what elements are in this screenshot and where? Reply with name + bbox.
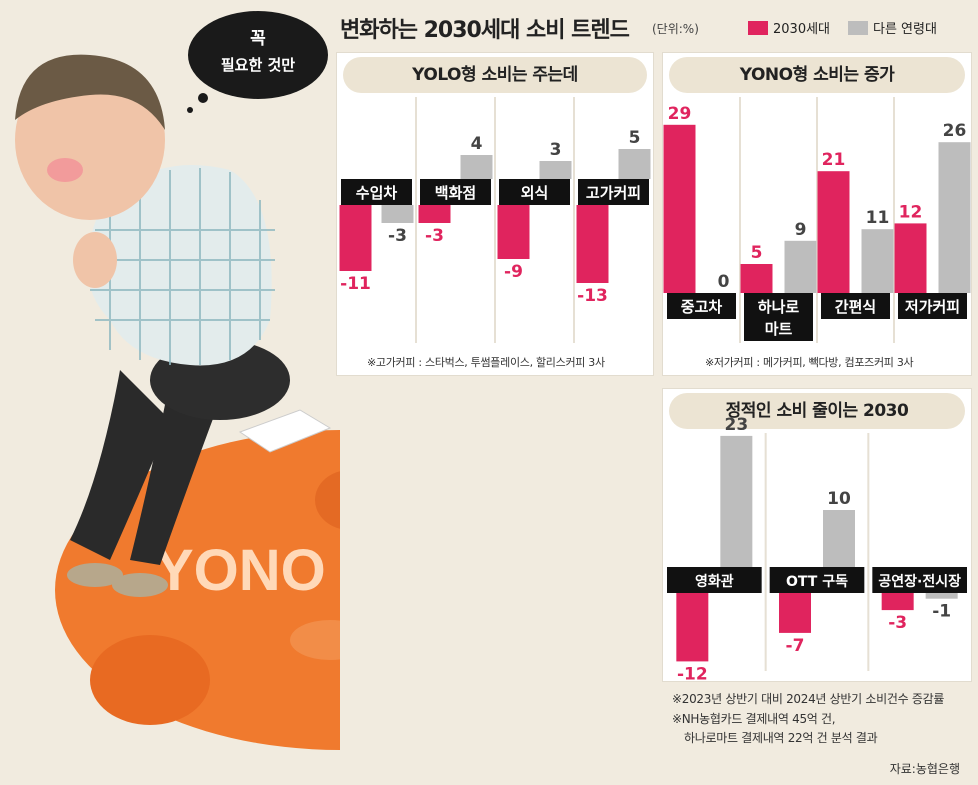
footnote-3: 하나로마트 결제내역 22억 건 분석 결과: [684, 731, 878, 745]
chart-yono: 29 0 중고차 5 9 하나로마트 21 11 간편식 12 26 저가커피: [663, 97, 971, 343]
bar: [497, 205, 530, 259]
bar: [339, 205, 372, 271]
category-label-bg: [499, 179, 570, 205]
bar: [938, 142, 971, 293]
data-label: -9: [504, 262, 523, 282]
category-label: 영화관: [695, 573, 734, 590]
bar: [779, 593, 811, 633]
illustration: YONO 꼭 필요한 것만: [15, 11, 340, 750]
bar: [618, 149, 651, 179]
category-label-bg: [872, 567, 967, 593]
source-label: 자료:농협은행: [889, 762, 960, 776]
category-label-bg: [341, 179, 412, 205]
footnote-yono: ※저가커피 : 메가커피, 빽다방, 컴포즈커피 3사: [705, 356, 914, 369]
category-label: 마트: [765, 320, 793, 338]
legend-swatch-pink: [748, 20, 768, 35]
page-title: 변화하는 2030세대 소비 트렌드: [340, 18, 630, 43]
category-label: 중고차: [681, 298, 723, 316]
data-label: 4: [471, 134, 483, 154]
person-icon: [15, 54, 290, 597]
legend-item-other: 다른 연령대: [848, 18, 937, 37]
data-label: -13: [577, 286, 608, 306]
category-label-bg: [744, 293, 813, 341]
data-label: -3: [388, 226, 407, 246]
data-label: 11: [866, 208, 890, 228]
data-label: 21: [822, 150, 846, 170]
chart-static: -12 23 영화관 -7 10 OTT 구독 -3 -1 공연장·전시장: [667, 415, 967, 681]
category-label: 저가커피: [905, 298, 960, 316]
bar: [894, 223, 927, 293]
piggy-text: YONO: [155, 538, 326, 603]
category-label-bg: [667, 293, 736, 319]
bar: [676, 593, 709, 662]
data-label: 23: [724, 415, 748, 435]
category-label-bg: [821, 293, 890, 319]
category-label: 백화점: [435, 184, 476, 202]
data-label: -12: [677, 664, 708, 681]
notepad-icon: [238, 409, 332, 453]
bar: [539, 161, 572, 179]
data-label: -7: [786, 636, 805, 656]
category-label-bg: [769, 567, 865, 593]
bar: [720, 435, 753, 567]
panel-yolo: YOLO형 소비는 주는데 -11 -3 수입차 -3 4 백화점 -9 3 외식 -13 5 고가커…: [336, 52, 654, 376]
legend-label-other: 다른 연령대: [873, 22, 937, 37]
footnote-yolo: ※고가커피 : 스타벅스, 투썸플레이스, 할리스커피 3사: [367, 356, 605, 369]
category-label: 하나로: [758, 298, 800, 316]
panel-static: 정적인 소비 줄이는 2030 -12 23 영화관 -7 10 OTT 구독 -3 -1 공연…: [662, 388, 972, 682]
data-label: -3: [888, 613, 907, 633]
chart-yolo: -11 -3 수입차 -3 4 백화점 -9 3 외식 -13 5 고가커피: [339, 97, 651, 343]
speech-bubble: [188, 11, 328, 99]
bar: [460, 155, 493, 179]
bar: [576, 205, 609, 283]
bubble-line2: 필요한 것만: [221, 56, 295, 74]
bar: [740, 264, 773, 293]
data-label: 29: [668, 104, 692, 124]
data-label: 3: [550, 140, 562, 160]
bar: [881, 593, 914, 611]
footnote-1: ※2023년 상반기 대비 2024년 상반기 소비건수 증감률: [672, 692, 945, 706]
legend-label-2030: 2030세대: [773, 22, 831, 37]
unit-label: (단위:%): [652, 22, 699, 36]
category-label: 외식: [521, 184, 549, 202]
category-label: 고가커피: [586, 184, 641, 202]
bar: [925, 593, 958, 599]
bar: [817, 171, 850, 293]
bar: [784, 240, 817, 293]
data-label: 5: [751, 243, 763, 263]
data-label: 10: [827, 489, 851, 509]
category-label: OTT 구독: [786, 574, 848, 590]
bar: [663, 124, 696, 293]
legend-swatch-gray: [848, 20, 868, 35]
footnote-2: ※NH농협카드 결제내역 45억 건,: [672, 712, 836, 726]
category-label: 수입차: [356, 184, 398, 202]
data-label: 26: [943, 121, 967, 141]
category-label: 간편식: [835, 298, 876, 316]
panel-title: 정적인 소비 줄이는 2030: [669, 393, 965, 429]
data-label: -11: [340, 274, 371, 294]
data-label: -3: [425, 226, 444, 246]
bar: [418, 205, 451, 223]
data-label: -1: [932, 602, 951, 622]
bar: [861, 229, 894, 293]
bubble-line1: 꼭: [250, 29, 266, 49]
bar: [823, 510, 855, 567]
data-label: 12: [899, 202, 923, 222]
category-label-bg: [667, 567, 762, 593]
data-label: 5: [629, 128, 641, 148]
data-label: 9: [795, 220, 807, 240]
panel-title: YONO형 소비는 증가: [669, 57, 965, 93]
legend-item-2030: 2030세대: [748, 18, 830, 37]
category-label-bg: [420, 179, 491, 205]
category-label-bg: [578, 179, 649, 205]
bar: [381, 205, 414, 223]
panel-title: YOLO형 소비는 주는데: [343, 57, 647, 93]
category-label-bg: [898, 293, 967, 319]
category-label: 공연장·전시장: [878, 573, 961, 590]
data-label: 0: [718, 272, 730, 292]
